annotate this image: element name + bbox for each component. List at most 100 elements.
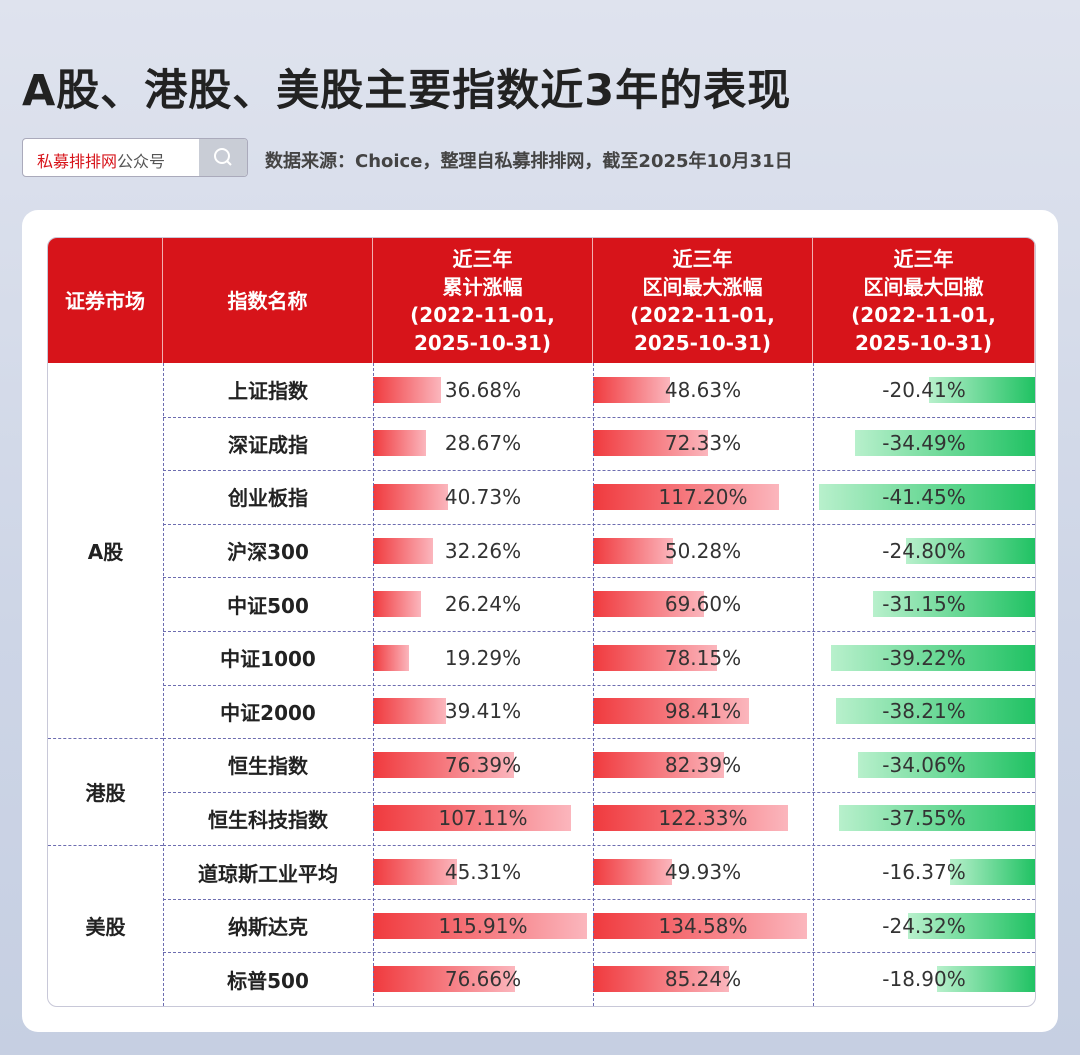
column-header: 近三年累计涨幅 (2022-11-01, 2025-10-31): [373, 238, 593, 363]
value-label: -24.32%: [882, 913, 966, 938]
column-header: 近三年 区间最大涨幅 (2022-11-01, 2025-10-31): [593, 238, 813, 363]
search-box[interactable]: 私募排排网公众号: [22, 138, 248, 177]
market-cell: 美股: [85, 915, 126, 940]
index-name: 上证指数: [228, 379, 308, 404]
row-divider: [163, 577, 1035, 579]
data-bar: [949, 859, 1035, 886]
value-label: -38.21%: [882, 699, 966, 724]
column-header: 近三年 区间最大回撤 (2022-11-01, 2025-10-31): [813, 238, 1035, 363]
row-divider: [163, 898, 1035, 900]
index-name: 创业板指: [228, 486, 308, 511]
index-name: 中证1000: [220, 647, 316, 672]
header-line: (2022-11-01,: [851, 302, 996, 327]
column-divider: [813, 363, 814, 1006]
value-label: 45.31%: [444, 860, 522, 885]
index-name: 标普500: [227, 968, 309, 993]
data-bar: [373, 644, 409, 671]
data-bar: [373, 912, 587, 939]
index-name: 恒生科技指数: [208, 807, 328, 832]
header-line: (2022-11-01,: [410, 302, 555, 327]
header-line: 累计涨幅: [442, 274, 523, 299]
value-label: 69.60%: [664, 592, 742, 617]
value-label: 28.67%: [444, 431, 522, 456]
value-label: 134.58%: [658, 913, 748, 938]
data-bar: [593, 483, 780, 510]
value-label: 39.41%: [444, 699, 522, 724]
data-bar: [593, 805, 788, 832]
data-bar: [373, 483, 449, 510]
data-bar: [593, 430, 708, 457]
data-bar: [855, 430, 1035, 457]
header-line: (2022-11-01,: [630, 302, 775, 327]
index-name: 纳斯达克: [228, 915, 308, 940]
value-label: 72.33%: [664, 431, 742, 456]
column-divider: [163, 363, 164, 1006]
value-label: 40.73%: [444, 484, 522, 509]
data-bar: [857, 751, 1035, 778]
header-line: 2025-10-31): [633, 330, 772, 355]
header-line: 证券市场: [65, 288, 145, 313]
column-divider: [593, 363, 594, 1006]
data-bar: [593, 751, 724, 778]
data-bar: [905, 537, 1035, 564]
column-header: 指数名称: [163, 238, 373, 363]
value-label: 76.66%: [444, 967, 522, 992]
value-label: 115.91%: [438, 913, 528, 938]
search-button[interactable]: [199, 139, 247, 176]
data-bar: [593, 698, 750, 725]
market-cell: A股: [87, 540, 124, 565]
value-label: -31.15%: [882, 592, 966, 617]
data-bar: [819, 483, 1035, 510]
header-line: 2025-10-31): [413, 330, 552, 355]
data-bar: [908, 912, 1035, 939]
data-bar: [373, 430, 426, 457]
header-line: 近三年: [452, 246, 513, 271]
value-label: 36.68%: [444, 377, 522, 402]
row-divider: [163, 952, 1035, 954]
table: 证券市场 指数名称 近三年 累计涨幅 (2022-11-01, 2025-10-31) 近三…: [47, 237, 1036, 1007]
value-label: 117.20%: [658, 484, 748, 509]
search-brand: 私募排排网: [37, 152, 118, 171]
row-divider: [48, 845, 163, 847]
value-label: -34.49%: [882, 431, 966, 456]
index-name: 道琼斯工业平均: [198, 861, 338, 886]
data-bar: [839, 805, 1035, 832]
column-divider: [373, 363, 374, 1006]
row-divider: [163, 630, 1035, 632]
value-label: -24.80%: [882, 538, 966, 563]
row-divider: [163, 791, 1035, 793]
data-bar: [373, 376, 441, 403]
value-label: -16.37%: [882, 860, 966, 885]
data-bar: [373, 537, 433, 564]
row-divider: [48, 738, 163, 740]
row-divider: [163, 738, 1035, 740]
value-label: 48.63%: [664, 377, 742, 402]
column-header: 证券市场: [48, 238, 163, 363]
data-bar: [373, 591, 422, 618]
index-name: 沪深300: [227, 540, 309, 565]
data-bar: [593, 644, 718, 671]
source: 数据来源：Choice，整理自私募排排网，截至2025年10月31日: [265, 151, 793, 172]
value-label: 107.11%: [438, 806, 528, 831]
header-line: 指数名称: [227, 288, 308, 313]
data-bar: [928, 376, 1035, 403]
value-label: -20.41%: [882, 377, 966, 402]
value-label: -18.90%: [882, 967, 966, 992]
index-name: 中证2000: [220, 700, 316, 725]
data-bar: [373, 859, 457, 886]
value-label: 82.39%: [664, 752, 742, 777]
data-bar: [872, 591, 1035, 618]
header-line: 近三年: [672, 246, 733, 271]
data-bar: [936, 966, 1035, 993]
data-bar: [835, 698, 1035, 725]
value-label: 76.39%: [444, 752, 522, 777]
search-suffix: 公众号: [117, 152, 166, 171]
row-divider: [163, 523, 1035, 525]
index-name: 深证成指: [228, 432, 308, 457]
value-label: 78.15%: [664, 645, 742, 670]
data-bar: [593, 859, 673, 886]
header-line: 区间最大回撤: [863, 274, 984, 299]
data-bar: [593, 591, 704, 618]
data-bar: [593, 537, 673, 564]
